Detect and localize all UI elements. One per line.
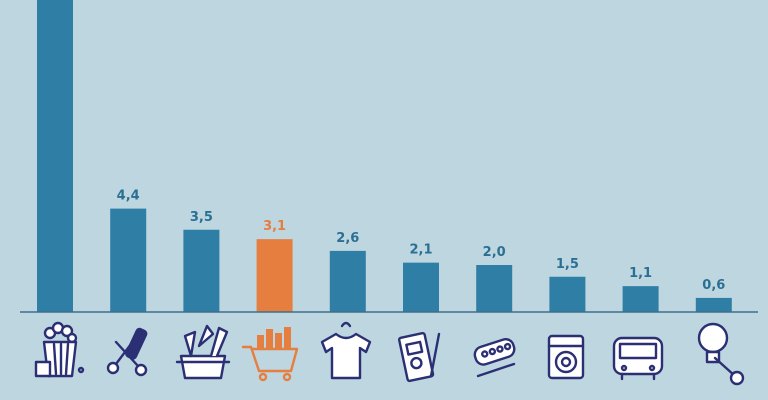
bars-group <box>37 0 732 312</box>
hair-tools-icon <box>106 327 148 377</box>
bar-8 <box>622 286 659 312</box>
value-label-3: 3,1 <box>263 219 286 234</box>
bar-0 <box>37 0 73 312</box>
bar-5 <box>403 262 439 312</box>
t-shirt-icon <box>320 321 372 380</box>
value-label-6: 2,0 <box>483 245 506 260</box>
bar-2 <box>183 229 220 312</box>
bar-1 <box>110 208 147 312</box>
value-label-5: 2,1 <box>409 243 432 258</box>
bar-7 <box>549 276 586 312</box>
bar-3 <box>256 239 293 312</box>
bar-6 <box>476 265 513 312</box>
medicine-thermometer-icon <box>473 338 516 378</box>
value-label-2: 3,5 <box>190 210 213 225</box>
value-labels-group: 4,4 3,5 3,1 2,6 2,1 2,0 1,5 1,1 0,6 <box>117 189 726 293</box>
value-label-7: 1,5 <box>556 257 579 272</box>
icons-row <box>34 321 745 386</box>
value-label-8: 1,1 <box>629 266 652 281</box>
notebook-pen-icon <box>397 331 441 383</box>
value-label-1: 4,4 <box>117 189 140 204</box>
bar-4 <box>329 250 366 312</box>
washing-machine-icon <box>547 334 585 380</box>
bar-9 <box>695 297 732 312</box>
lightbulb-wrench-icon <box>697 322 745 386</box>
hardware-supplies-icon <box>175 324 231 380</box>
shopping-cart-icon <box>241 327 299 382</box>
value-label-9: 0,6 <box>702 278 725 293</box>
bus-icon <box>612 336 664 381</box>
groceries-basket-icon <box>34 321 85 378</box>
value-label-4: 2,6 <box>336 231 359 246</box>
